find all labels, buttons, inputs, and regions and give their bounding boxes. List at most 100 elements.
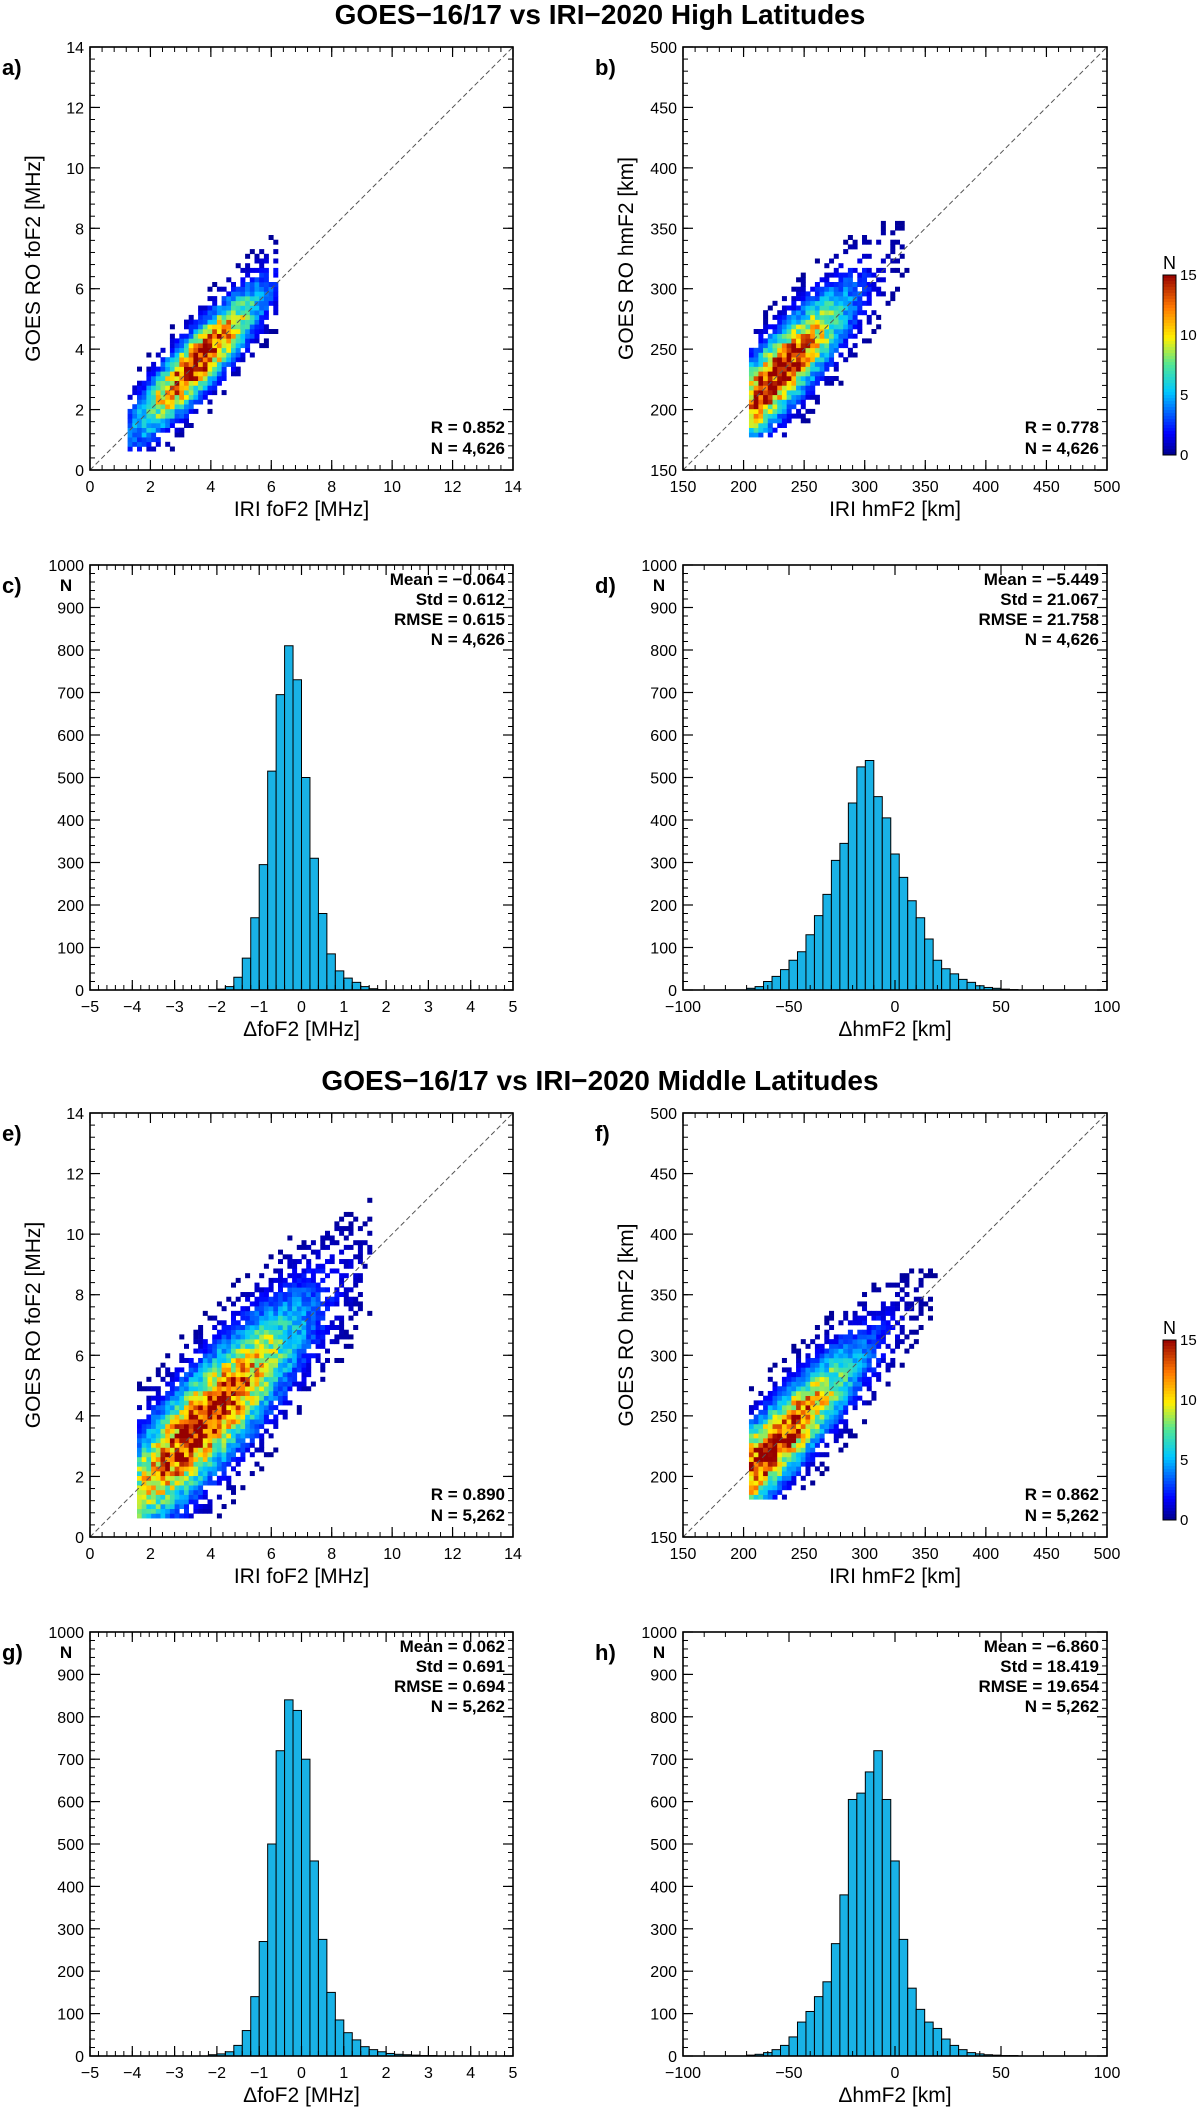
heatmap-cell [805,1438,811,1444]
heatmap-cell [814,1423,820,1429]
heatmap-cell [268,1395,274,1401]
heatmap-cell [814,1395,820,1401]
heatmap-cell [184,1409,189,1415]
heatmap-cell [315,1339,321,1345]
heatmap-cell [155,1400,161,1406]
heatmap-cell [767,366,773,372]
heatmap-cell [829,1325,835,1331]
heatmap-cell [127,446,133,452]
heatmap-cell [758,404,764,410]
heatmap-cell [263,1343,269,1349]
heatmap-cell [202,357,208,363]
heatmap-cell [763,1442,769,1448]
heatmap-cell [198,1428,204,1434]
heatmap-cell [259,1381,265,1387]
heatmap-cell [296,1259,302,1265]
heatmap-cell [155,1423,161,1429]
heatmap-cell [249,1409,255,1415]
heatmap-cell [254,1372,260,1378]
heatmap-cell [880,1325,886,1331]
heatmap-cell [245,300,251,306]
heatmap-cell [772,1471,778,1477]
heatmap-cell [777,423,783,428]
heatmap-cell [847,1386,853,1392]
heatmap-cell [193,1405,199,1411]
heatmap-cell [753,352,759,358]
heatmap-cell [259,291,265,297]
heatmap-cell [320,1287,326,1293]
heatmap-cell [193,338,199,344]
heatmap-cell [235,314,241,320]
heatmap-cell [862,1292,868,1298]
heatmap-cell [786,314,792,320]
heatmap-cell [348,1221,354,1227]
heatmap-cell [800,296,806,302]
heatmap-cell [932,1273,938,1279]
heatmap-cell [296,1277,302,1283]
heatmap-cell [852,1400,858,1406]
heatmap-cell [174,1400,180,1406]
heatmap-cell [160,1376,166,1382]
heatmap-cell [198,394,204,400]
heatmap-cell [278,1310,283,1316]
heatmap-cell [259,1348,265,1354]
heatmap-cell [268,1343,274,1349]
heatmap-cell [193,1485,199,1491]
heatmap-cell [202,1343,208,1349]
heatmap-cell [278,1306,283,1312]
heatmap-cell [287,1400,293,1406]
heatmap-cell [763,366,769,372]
heatmap-cell [278,1409,283,1415]
heatmap-cell [753,413,759,419]
heatmap-cell [824,1376,830,1382]
heatmap-cell [188,390,194,396]
x-tick-label: 200 [730,479,757,496]
heatmap-cell [212,1334,218,1340]
heatmap-cell [141,1433,147,1439]
heatmap-cell [221,338,227,344]
heatmap-cell [748,1428,754,1434]
heatmap-cell [791,385,797,391]
heatmap-cell [249,324,255,330]
heatmap-cell [353,1240,359,1246]
heatmap-cell [833,1386,839,1392]
heatmap-cell [781,352,787,358]
heatmap-cell [259,1376,265,1382]
histogram-bar [275,694,286,991]
heatmap-cell [249,1405,255,1411]
heatmap-cell [292,1381,298,1387]
heatmap-cell [146,1461,152,1467]
heatmap-cell [137,441,142,447]
heatmap-cell [805,1452,811,1458]
heatmap-cell [146,1485,152,1491]
heatmap-cell [216,1386,222,1392]
histogram-bar [275,1750,286,2057]
heatmap-cell [758,1423,764,1429]
heatmap-cell [235,1414,241,1420]
heatmap-cell [240,1452,246,1458]
heatmap-cell [895,1306,901,1312]
heatmap-cell [781,314,787,320]
heatmap-cell [174,404,180,410]
heatmap-cell [772,1480,778,1486]
heatmap-cell [777,347,783,353]
heatmap-cell [193,1504,199,1510]
heatmap-cell [306,1362,312,1368]
heatmap-cell [753,1419,759,1425]
heatmap-cell [805,1466,811,1472]
heatmap-cell [325,1235,330,1241]
heatmap-cell [758,385,764,391]
heatmap-cell [179,1381,185,1387]
heatmap-cell [301,1282,307,1288]
one-to-one-line [682,46,1108,471]
heatmap-cell [805,1428,811,1434]
heatmap-cell [786,1419,792,1425]
heatmap-cell [245,1372,251,1378]
heatmap-cell [169,347,175,353]
heatmap-cell [245,1409,251,1415]
heatmap-cell [857,1386,863,1392]
heatmap-cell [824,1362,830,1368]
heatmap-cell [249,282,255,287]
heatmap-cell [268,1400,274,1406]
heatmap-cell [777,408,783,414]
